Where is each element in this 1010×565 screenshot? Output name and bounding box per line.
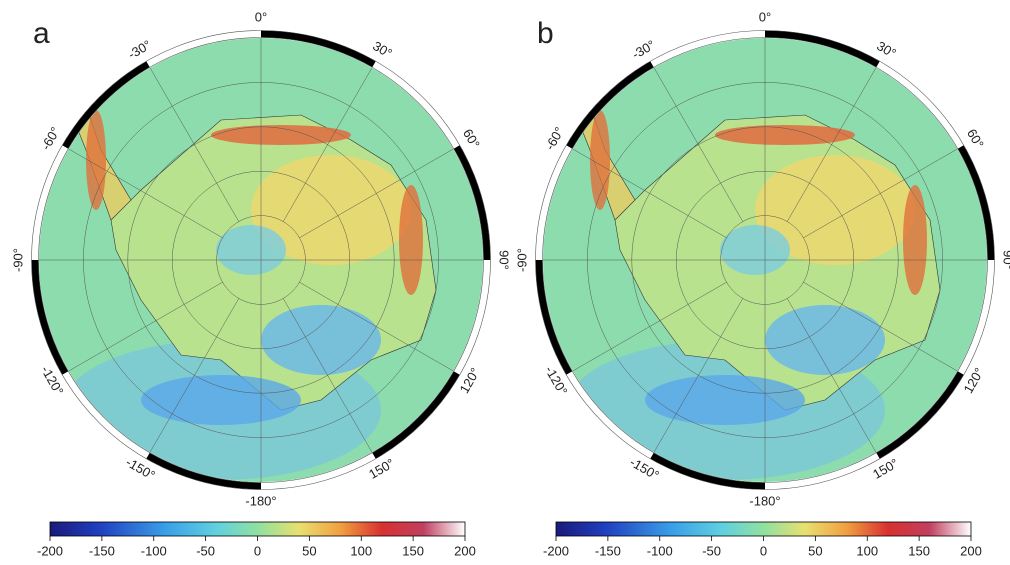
longitude-label: 60° — [964, 126, 987, 151]
colorbar-tick-label: -50 — [702, 543, 721, 558]
low-shelf — [141, 375, 301, 425]
colorbar-tick-label: -100 — [141, 543, 167, 558]
panel-label: a — [33, 17, 50, 50]
colorbar-tick-label: -100 — [647, 543, 673, 558]
longitude-label: -30° — [125, 37, 153, 62]
longitude-label: 0° — [255, 9, 267, 24]
high-west — [590, 110, 610, 210]
figure: 0°30°60°90°120°150°-180°-150°-120°-90°-6… — [0, 0, 1010, 565]
colorbar-tick-label: 50 — [302, 543, 316, 558]
longitude-label: -60° — [38, 124, 63, 152]
colorbar-tick-label: -50 — [196, 543, 215, 558]
longitude-label: -90° — [514, 248, 529, 272]
colorbar-tick-label: 100 — [350, 543, 372, 558]
high-coast — [399, 185, 423, 295]
map-field — [543, 38, 987, 482]
high-ridge — [211, 125, 351, 145]
longitude-label: 90° — [1001, 250, 1010, 270]
longitude-label: 60° — [460, 126, 483, 151]
panel-label: b — [537, 17, 554, 50]
colorbar-tick-label: 200 — [454, 543, 476, 558]
colorbar-tick-label: 150 — [402, 543, 424, 558]
colorbar-tick-label: -150 — [595, 543, 621, 558]
longitude-label: -30° — [629, 37, 657, 62]
colorbar-tick-label: 100 — [856, 543, 878, 558]
map-panel: 0°30°60°90°120°150°-180°-150°-120°-90°-6… — [10, 9, 511, 558]
longitude-label: -60° — [542, 124, 567, 152]
low-pole — [720, 225, 790, 275]
map-panel: 0°30°60°90°120°150°-180°-150°-120°-90°-6… — [514, 9, 1010, 558]
low-center — [765, 305, 885, 375]
longitude-label: 30° — [874, 38, 899, 61]
colorbar-tick-label: -200 — [543, 543, 569, 558]
longitude-label: -180° — [749, 493, 780, 508]
colorbar-tick-label: -200 — [37, 543, 63, 558]
longitude-label: -180° — [245, 493, 276, 508]
high-west — [86, 110, 106, 210]
low-shelf — [645, 375, 805, 425]
colorbar-tick-label: -150 — [89, 543, 115, 558]
map-field — [39, 38, 483, 482]
colorbar-tick-label: 0 — [254, 543, 261, 558]
high-coast — [903, 185, 927, 295]
longitude-label: 90° — [497, 250, 512, 270]
low-pole — [216, 225, 286, 275]
low-center — [261, 305, 381, 375]
colorbar — [50, 522, 465, 536]
colorbar — [556, 522, 971, 536]
longitude-label: 0° — [759, 9, 771, 24]
high-ridge — [715, 125, 855, 145]
colorbar-tick-label: 200 — [960, 543, 982, 558]
colorbar-tick-label: 150 — [908, 543, 930, 558]
longitude-label: -90° — [10, 248, 25, 272]
colorbar-tick-label: 0 — [760, 543, 767, 558]
colorbar-tick-label: 50 — [808, 543, 822, 558]
longitude-label: 30° — [370, 38, 395, 61]
